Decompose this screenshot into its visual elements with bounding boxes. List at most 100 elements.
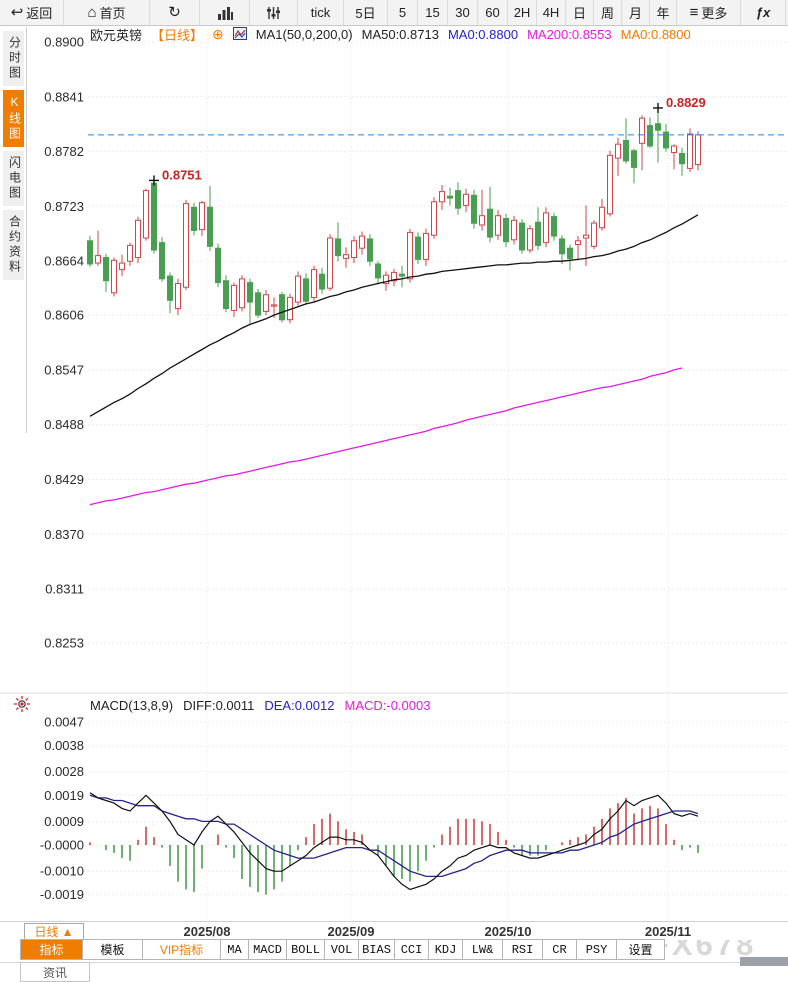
price-axis-label: 0.8841 bbox=[44, 89, 84, 104]
tab-vol[interactable]: VOL bbox=[325, 940, 359, 959]
toolbar-item-more[interactable]: ≡ 更多 bbox=[677, 0, 741, 25]
x-axis-date-label: 2025/09 bbox=[327, 924, 375, 939]
toolbar-item-period-5day[interactable]: 5日 bbox=[344, 0, 388, 25]
candle-body bbox=[87, 240, 93, 265]
macd-value: MACD:-0.0003 bbox=[344, 698, 431, 713]
toolbar-item-label: 更多 bbox=[701, 6, 728, 21]
candle-body bbox=[215, 247, 221, 284]
home-icon: ⌂ bbox=[87, 4, 97, 21]
tab-lw[interactable]: LW& bbox=[463, 940, 503, 959]
toolbar-item-fx[interactable]: ƒx bbox=[741, 0, 786, 25]
price-axis-label: 0.8782 bbox=[44, 144, 84, 159]
toolbar-item-period-5[interactable]: 5 bbox=[388, 0, 418, 25]
candle-body bbox=[479, 215, 485, 226]
toolbar-item-label: 周 bbox=[600, 6, 614, 21]
macd-axis-label: 0.0038 bbox=[44, 738, 84, 753]
toolbar-item-period-month[interactable]: 月 bbox=[622, 0, 650, 25]
candle-body bbox=[207, 206, 213, 247]
toolbar-item-period-15[interactable]: 15 bbox=[418, 0, 448, 25]
macd-axis-label: 0.0009 bbox=[44, 814, 84, 829]
period-selector[interactable]: 日线 ▲ bbox=[24, 923, 84, 940]
sidebar-item-contract-info[interactable]: 合约资料 bbox=[2, 210, 24, 280]
toolbar-item-indicator-settings[interactable] bbox=[250, 0, 298, 25]
tab-boll[interactable]: BOLL bbox=[287, 940, 325, 959]
toolbar-item-period-2h[interactable]: 2H bbox=[508, 0, 537, 25]
toolbar-item-period-60[interactable]: 60 bbox=[478, 0, 508, 25]
toolbar-item-period-30[interactable]: 30 bbox=[448, 0, 478, 25]
toolbar-item-period-4h[interactable]: 4H bbox=[537, 0, 566, 25]
tab-ma[interactable]: MA bbox=[221, 940, 249, 959]
candle-body bbox=[159, 242, 165, 280]
ma200-line bbox=[89, 367, 683, 506]
mini-chart-icon[interactable] bbox=[232, 26, 247, 43]
toolbar-item-label: 30 bbox=[455, 5, 470, 20]
sidebar-item-lightning-chart[interactable]: 闪电图 bbox=[2, 151, 24, 206]
bar-chart-icon bbox=[217, 6, 233, 20]
dea-line bbox=[89, 794, 699, 878]
candle-body bbox=[487, 208, 493, 238]
indicator-panel-icon[interactable] bbox=[13, 695, 31, 718]
macd-dea-value: DEA:0.0012 bbox=[264, 698, 335, 713]
period-selector-label: 日线 bbox=[34, 925, 59, 939]
tab-bias[interactable]: BIAS bbox=[359, 940, 395, 959]
macd-pane bbox=[89, 792, 699, 895]
toolbar-item-label: 返回 bbox=[26, 6, 53, 21]
period-tag: 【日线】 bbox=[151, 28, 204, 43]
tab-psy[interactable]: PSY bbox=[577, 940, 617, 959]
tab-settings[interactable]: 设置 bbox=[617, 940, 665, 959]
sidebar-item-kline-chart[interactable]: K线图 bbox=[2, 90, 24, 147]
candle-body bbox=[519, 222, 525, 251]
horizontal-scrollbar-thumb[interactable] bbox=[740, 957, 788, 966]
macd-axis-label: 0.0047 bbox=[44, 715, 84, 730]
candle-body bbox=[319, 273, 325, 290]
tab-templates[interactable]: 模板 bbox=[83, 940, 143, 959]
toolbar-item-tick[interactable]: tick bbox=[298, 0, 344, 25]
candle-body bbox=[655, 123, 661, 131]
candle-body bbox=[583, 234, 589, 239]
tab-indicators[interactable]: 指标 bbox=[21, 940, 83, 959]
svg-text:0.8829: 0.8829 bbox=[666, 95, 706, 110]
chart-header: 欧元英镑 【日线】 ⊕ MA1(50,0,200,0) MA50:0.8713 … bbox=[90, 25, 691, 44]
ma0-blue-value: MA0:0.8800 bbox=[447, 27, 519, 42]
candle-body bbox=[295, 275, 301, 303]
price-axis-label: 0.8664 bbox=[44, 254, 84, 269]
candle-body bbox=[543, 212, 549, 244]
price-axis-label: 0.8723 bbox=[44, 199, 84, 214]
toolbar-item-back[interactable]: ↩ 返回 bbox=[0, 0, 64, 25]
tab-cci[interactable]: CCI bbox=[395, 940, 429, 959]
tab-macd[interactable]: MACD bbox=[249, 940, 287, 959]
candle-body bbox=[511, 219, 517, 241]
news-tab[interactable]: 资讯 bbox=[20, 962, 90, 982]
price-axis-label: 0.8606 bbox=[44, 308, 84, 323]
candle-body bbox=[303, 278, 309, 302]
tab-vip-indicators[interactable]: VIP指标 bbox=[143, 940, 221, 959]
x-axis-date-label: 2025/11 bbox=[644, 924, 692, 939]
candle-body bbox=[111, 259, 117, 294]
sidebar-item-time-chart[interactable]: 分时图 bbox=[2, 31, 24, 86]
toolbar-item-period-week[interactable]: 周 bbox=[594, 0, 622, 25]
news-tab-label: 资讯 bbox=[42, 965, 67, 980]
toolbar-item-period-year[interactable]: 年 bbox=[650, 0, 677, 25]
tab-rsi[interactable]: RSI bbox=[503, 940, 543, 959]
toolbar-item-chart-type[interactable] bbox=[200, 0, 250, 25]
macd-title: MACD(13,8,9) bbox=[90, 698, 174, 713]
add-indicator-icon[interactable]: ⊕ bbox=[212, 26, 224, 42]
toolbar-item-label: tick bbox=[310, 5, 331, 20]
toolbar-item-refresh[interactable]: ↻ bbox=[150, 0, 200, 25]
ma50-line bbox=[89, 214, 699, 417]
toolbar-item-period-day[interactable]: 日 bbox=[566, 0, 594, 25]
toolbar-item-home[interactable]: ⌂ 首页 bbox=[64, 0, 150, 25]
candle-body bbox=[255, 292, 261, 316]
price-axis-label: 0.8900 bbox=[44, 35, 84, 50]
menu-icon: ≡ bbox=[689, 4, 699, 21]
ma-settings-label: MA1(50,0,200,0) bbox=[255, 27, 353, 42]
price-axis-label: 0.8429 bbox=[44, 472, 84, 487]
candle-body bbox=[279, 294, 285, 321]
candle-body bbox=[687, 133, 693, 169]
tab-cr[interactable]: CR bbox=[543, 940, 577, 959]
toolbar-item-label: 5日 bbox=[355, 6, 376, 21]
tab-kdj[interactable]: KDJ bbox=[429, 940, 463, 959]
candle-body bbox=[663, 131, 669, 149]
candle-body bbox=[639, 117, 645, 144]
